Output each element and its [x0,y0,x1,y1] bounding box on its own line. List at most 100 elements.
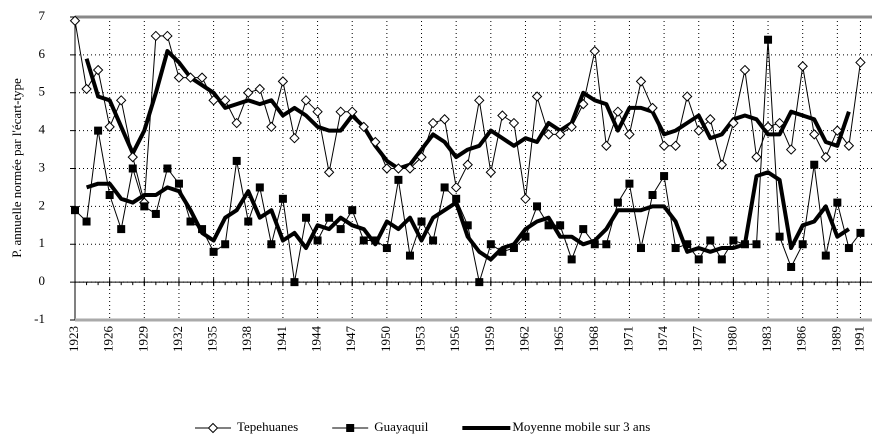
data-point [636,244,645,253]
data-point [254,83,266,95]
data-point [498,247,507,256]
data-point [266,121,277,133]
data-point [566,121,577,133]
data-point [221,240,230,249]
legend-marker [207,422,219,434]
x-tick-label: 1989 [828,326,843,352]
x-tick-label: 1950 [378,326,393,352]
data-point [660,172,669,181]
data-point [554,129,566,140]
data-point [69,15,81,26]
x-tick-label: 1980 [724,326,739,352]
data-point [81,83,92,95]
data-point [335,106,346,117]
x-tick-label: 1935 [205,326,220,352]
data-point [785,144,797,155]
data-point [497,110,508,121]
data-point [185,72,196,83]
data-point [543,129,554,140]
y-tick-label: 1 [39,235,46,250]
data-point [209,247,218,256]
data-point [531,91,543,102]
data-point [347,106,358,117]
data-point [127,151,138,163]
data-point [832,125,843,136]
data-point [728,117,739,129]
data-point [567,255,576,264]
series-line [74,20,861,204]
x-tick-label: 1941 [274,326,289,352]
data-point [751,151,762,163]
data-point [613,198,622,207]
data-point [255,183,264,192]
y-tick-label: -1 [34,311,45,326]
data-point [323,167,335,178]
legend-marker [346,424,355,432]
data-point [683,240,692,249]
data-point [277,76,289,87]
data-point [843,140,855,151]
y-tick-label: 0 [39,273,46,288]
moving-average-line [85,170,850,262]
data-point [244,217,253,226]
data-point [820,151,832,163]
data-point [82,217,91,226]
data-point [94,126,103,135]
data-point [162,30,173,42]
data-point [474,95,485,106]
data-point [706,236,715,245]
x-tick-label: 1974 [655,326,670,353]
data-point [693,125,704,136]
data-point [797,61,808,72]
data-point [243,87,254,98]
data-point [648,191,657,200]
data-point [671,244,680,253]
y-tick-label: 5 [39,84,46,99]
data-point [475,278,484,287]
data-point [521,232,530,241]
data-point [856,228,865,237]
x-tick-label: 1986 [794,326,809,353]
data-point [486,240,495,249]
data-point [624,129,635,140]
data-point [267,240,276,249]
x-tick-label: 1932 [170,326,185,352]
data-point [174,179,183,188]
data-point [358,121,369,133]
data-point [117,225,126,234]
data-point [740,240,749,249]
data-point [300,95,312,106]
data-point [232,156,241,165]
data-point [855,57,866,68]
data-point [774,117,785,129]
data-point [128,164,137,173]
x-tick-label: 1977 [690,326,705,353]
x-tick-label: 1971 [620,326,635,352]
data-point [578,98,589,110]
data-point [635,76,647,87]
y-tick-label: 2 [39,197,46,212]
data-point [739,64,751,76]
data-point [589,45,600,57]
data-point [508,117,520,129]
y-axis-label: P. annuelle normée par l'écart-type [9,78,24,258]
data-point [115,95,127,106]
data-point [429,236,438,245]
data-point [405,251,414,260]
data-point [196,72,208,83]
y-tick-label: 4 [39,122,46,137]
data-point [290,278,299,287]
data-point [382,244,391,253]
x-tick-label: 1929 [135,326,150,352]
legend-label: Tepehuanes [237,419,298,434]
data-point [313,236,322,245]
data-point [173,72,185,83]
data-point [775,232,784,241]
data-point [844,244,853,253]
data-point [231,117,242,129]
data-point [140,202,149,211]
data-point [647,102,658,114]
x-tick-label: 1959 [482,326,497,352]
x-tick-label: 1938 [239,326,254,352]
data-point [809,129,820,140]
